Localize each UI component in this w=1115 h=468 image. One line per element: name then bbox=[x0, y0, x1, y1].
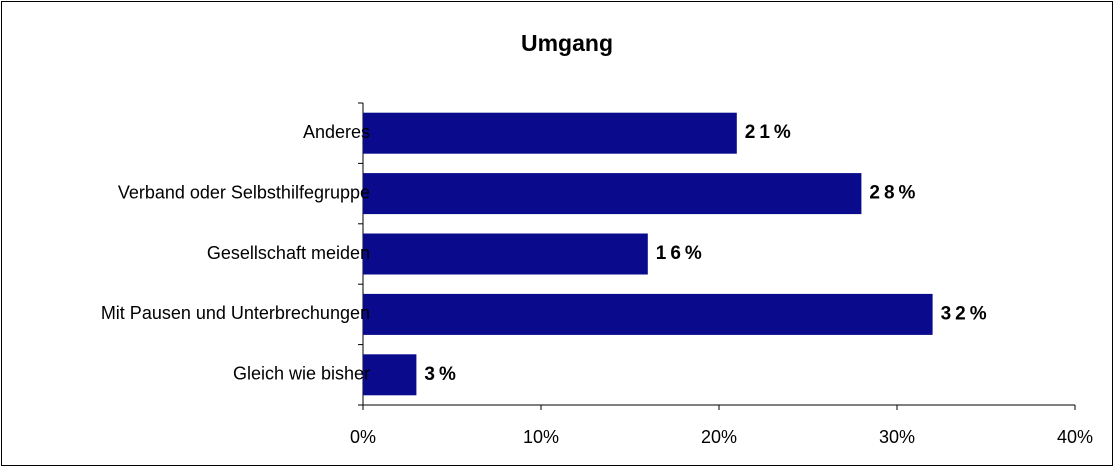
category-label: Verband oder Selbsthilfegruppe bbox=[118, 182, 370, 202]
x-tick-label: 10% bbox=[523, 427, 559, 447]
value-label: 3% bbox=[424, 364, 459, 385]
category-label: Anderes bbox=[303, 122, 370, 142]
category-label: Mit Pausen und Unterbrechungen bbox=[101, 303, 370, 323]
value-label: 28% bbox=[869, 183, 919, 204]
bar bbox=[363, 173, 862, 215]
category-label: Gleich wie bisher bbox=[233, 364, 370, 384]
value-label: 16% bbox=[656, 243, 706, 264]
x-tick-label: 0% bbox=[350, 427, 376, 447]
value-label: 21% bbox=[745, 122, 795, 143]
bar bbox=[363, 233, 648, 275]
x-tick-label: 30% bbox=[879, 427, 915, 447]
bar bbox=[363, 354, 417, 396]
category-label: Gesellschaft meiden bbox=[207, 243, 370, 263]
bar bbox=[363, 293, 933, 335]
x-tick-label: 20% bbox=[701, 427, 737, 447]
x-tick-label: 40% bbox=[1057, 427, 1093, 447]
bar bbox=[363, 112, 737, 154]
chart-title: Umgang bbox=[521, 30, 613, 56]
value-label: 32% bbox=[941, 303, 991, 324]
